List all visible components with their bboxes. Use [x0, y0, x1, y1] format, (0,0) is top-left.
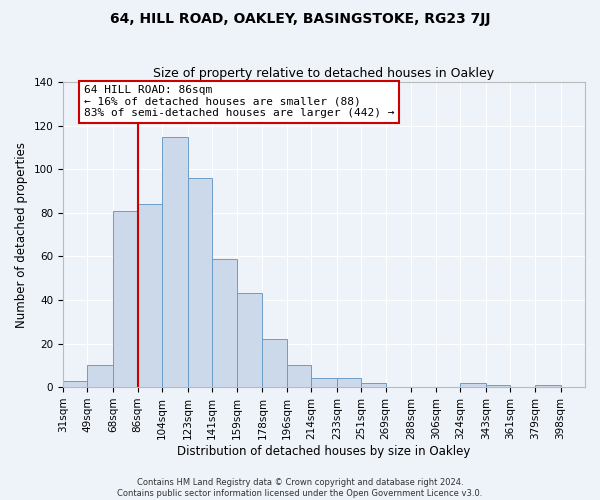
- Bar: [137, 204, 162, 387]
- Bar: [262, 339, 287, 387]
- Y-axis label: Number of detached properties: Number of detached properties: [15, 142, 28, 328]
- Bar: [188, 178, 212, 387]
- Bar: [486, 385, 511, 387]
- Text: Contains HM Land Registry data © Crown copyright and database right 2024.
Contai: Contains HM Land Registry data © Crown c…: [118, 478, 482, 498]
- Bar: [212, 258, 236, 387]
- Bar: [63, 380, 88, 387]
- Bar: [460, 382, 486, 387]
- Title: Size of property relative to detached houses in Oakley: Size of property relative to detached ho…: [154, 66, 494, 80]
- Text: 64, HILL ROAD, OAKLEY, BASINGSTOKE, RG23 7JJ: 64, HILL ROAD, OAKLEY, BASINGSTOKE, RG23…: [110, 12, 490, 26]
- Bar: [361, 382, 386, 387]
- Bar: [113, 210, 137, 387]
- Bar: [337, 378, 361, 387]
- Text: 64 HILL ROAD: 86sqm
← 16% of detached houses are smaller (88)
83% of semi-detach: 64 HILL ROAD: 86sqm ← 16% of detached ho…: [84, 85, 394, 118]
- Bar: [236, 294, 262, 387]
- X-axis label: Distribution of detached houses by size in Oakley: Distribution of detached houses by size …: [178, 444, 471, 458]
- Bar: [287, 366, 311, 387]
- Bar: [311, 378, 337, 387]
- Bar: [88, 366, 113, 387]
- Bar: [162, 136, 188, 387]
- Bar: [535, 385, 560, 387]
